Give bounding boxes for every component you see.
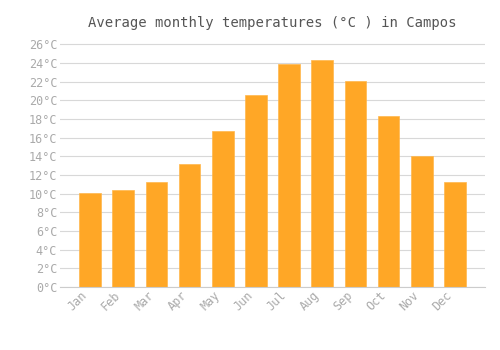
- Bar: [378, 116, 400, 287]
- Bar: [312, 60, 333, 287]
- Bar: [245, 95, 266, 287]
- Bar: [444, 182, 466, 287]
- Bar: [112, 190, 134, 287]
- Bar: [179, 164, 201, 287]
- Bar: [212, 131, 234, 287]
- Bar: [278, 64, 300, 287]
- Bar: [146, 182, 167, 287]
- Bar: [344, 81, 366, 287]
- Bar: [411, 156, 432, 287]
- Title: Average monthly temperatures (°C ) in Campos: Average monthly temperatures (°C ) in Ca…: [88, 16, 457, 30]
- Bar: [80, 193, 101, 287]
